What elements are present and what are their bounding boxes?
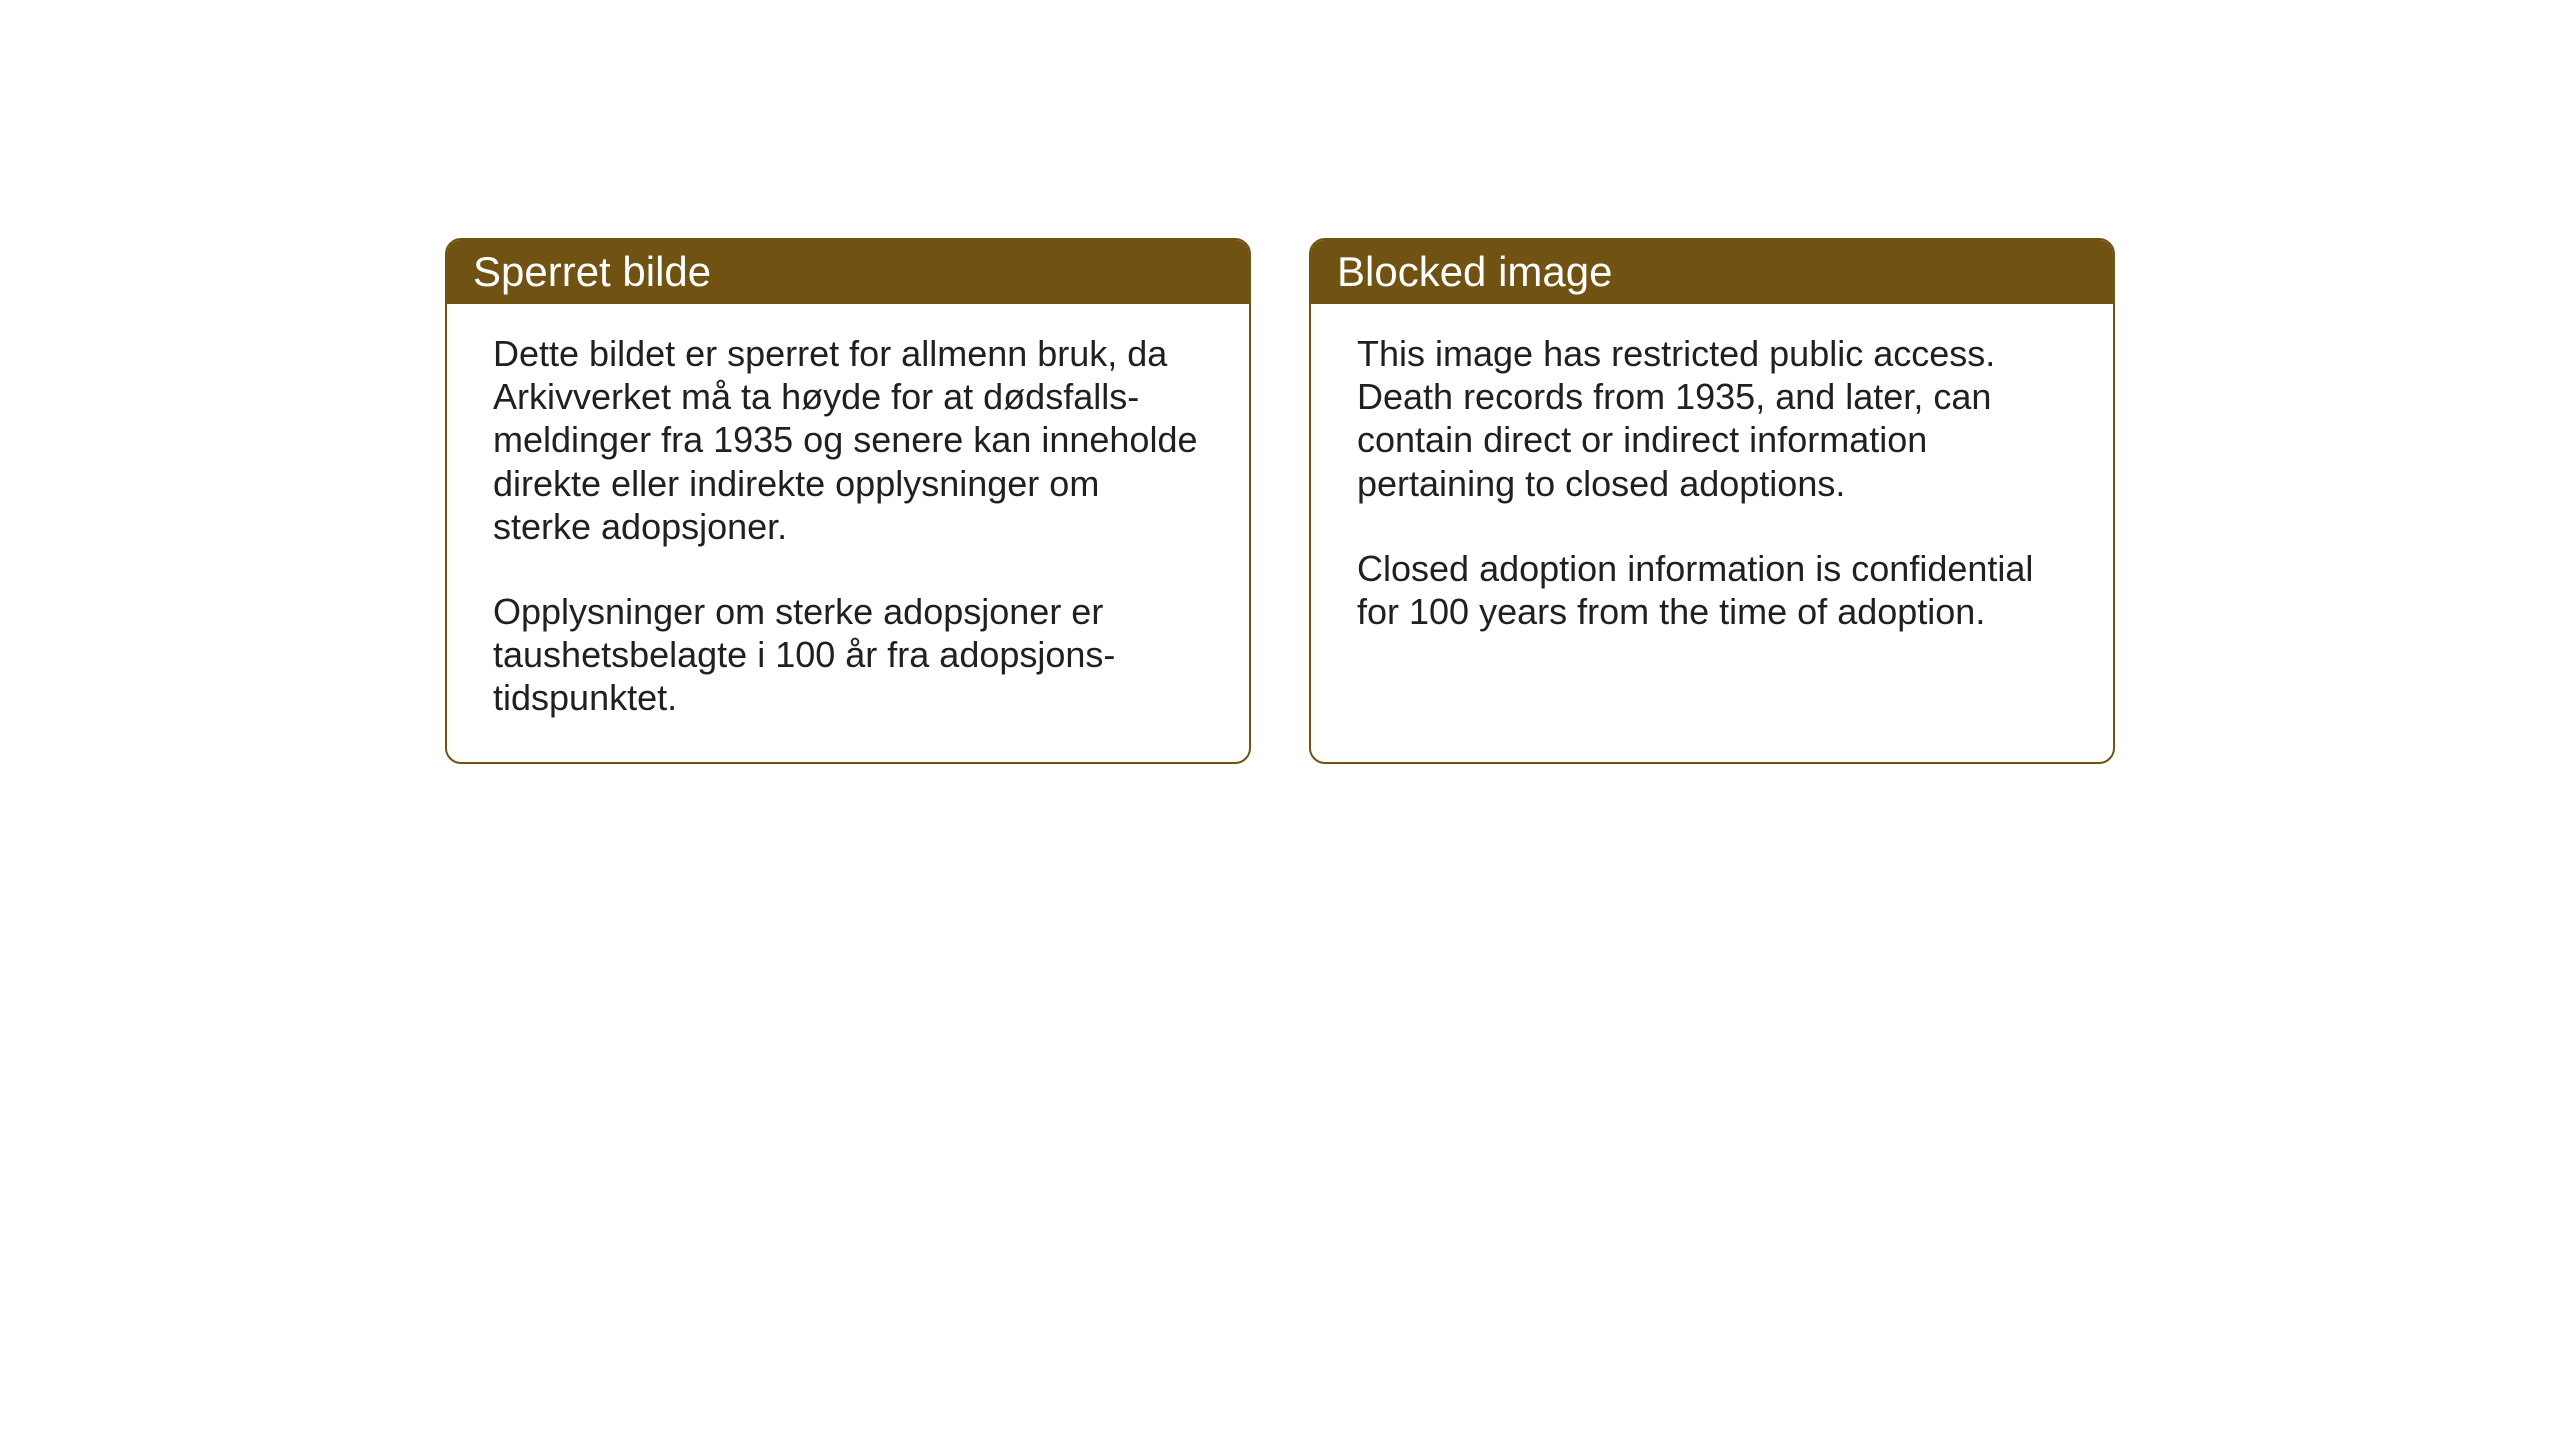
card-header-english: Blocked image	[1311, 240, 2113, 304]
notice-cards-container: Sperret bilde Dette bildet er sperret fo…	[445, 238, 2115, 764]
card-body-norwegian: Dette bildet er sperret for allmenn bruk…	[447, 304, 1249, 762]
card-title-english: Blocked image	[1337, 248, 1612, 295]
card-paragraph-2-english: Closed adoption information is confident…	[1357, 547, 2067, 633]
card-body-english: This image has restricted public access.…	[1311, 304, 2113, 675]
card-header-norwegian: Sperret bilde	[447, 240, 1249, 304]
notice-card-norwegian: Sperret bilde Dette bildet er sperret fo…	[445, 238, 1251, 764]
card-title-norwegian: Sperret bilde	[473, 248, 711, 295]
card-paragraph-1-norwegian: Dette bildet er sperret for allmenn bruk…	[493, 332, 1203, 548]
notice-card-english: Blocked image This image has restricted …	[1309, 238, 2115, 764]
card-paragraph-2-norwegian: Opplysninger om sterke adopsjoner er tau…	[493, 590, 1203, 720]
card-paragraph-1-english: This image has restricted public access.…	[1357, 332, 2067, 505]
